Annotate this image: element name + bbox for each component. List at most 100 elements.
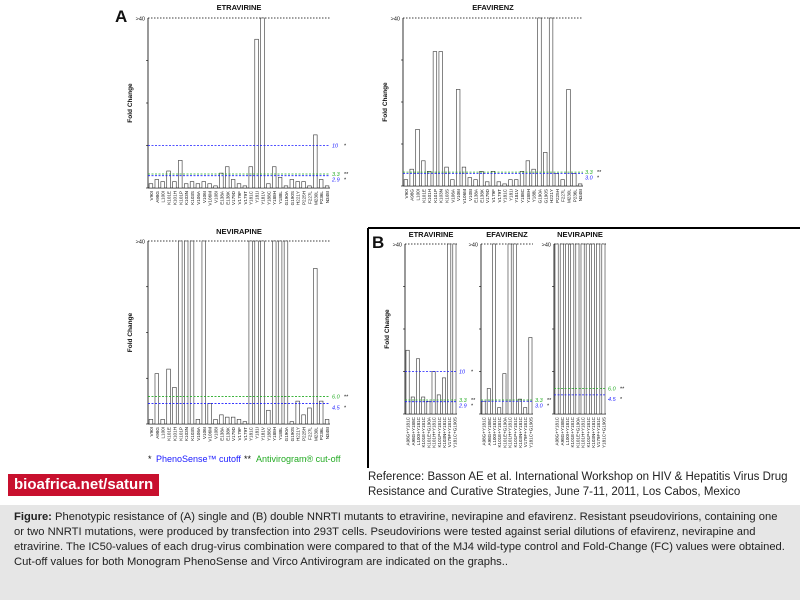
- chart-2-category-label: V90I: [404, 189, 409, 198]
- chart-4-category-label: L100I+Y181C: [416, 416, 421, 445]
- chart-6-category-label: Y181C+G190S: [601, 417, 606, 448]
- chart-4-bar: [410, 396, 415, 415]
- chart-2-bar: [403, 179, 409, 187]
- chart-3-ylabel: Fold Change: [127, 312, 134, 352]
- chart-2-category-label: E138K: [479, 188, 484, 203]
- panel-label-a: A: [115, 7, 127, 26]
- chart-2-bar: [560, 179, 565, 187]
- chart-1-bar: [154, 179, 159, 189]
- chart-3-category-label: E138K: [225, 426, 230, 441]
- chart-2-cutoff-label: 3.0: [585, 175, 594, 181]
- chart-4-bar: [405, 349, 410, 415]
- chart-6-category-label: A98G+Y181C: [555, 416, 560, 445]
- chart-5-bar: [492, 243, 496, 415]
- chart-3-bar: [272, 240, 277, 425]
- chart-1-cutoff-marker: **: [344, 172, 349, 178]
- chart-1-category-label: Y181C: [249, 190, 254, 205]
- chart-3-bar: [277, 240, 283, 425]
- chart-3-category-label: A98G: [155, 427, 160, 439]
- chart-4-bar: [447, 243, 452, 415]
- chart-3-bar: [295, 400, 300, 425]
- chart-4-bar: [442, 377, 446, 415]
- reference-text: Reference: Basson AE et al. Internationa…: [368, 471, 788, 498]
- chart-1-bar: [189, 181, 195, 189]
- chart-3-bar: [301, 414, 306, 425]
- chart-6-bar: [559, 243, 564, 415]
- chart-1-category-label: P225H: [302, 191, 307, 205]
- chart-1-category-label: Y188H: [272, 191, 277, 205]
- chart-3-bar: [219, 414, 224, 425]
- chart-4-category-label: A98G+Y181C: [406, 416, 411, 445]
- panel-label-b: B: [372, 233, 384, 252]
- chart-2-category-label: M230L: [566, 189, 571, 203]
- chart-3-bar: [324, 419, 330, 425]
- chart-1-category-label: Y188L: [278, 191, 283, 205]
- chart-2-category-label: K103N: [439, 189, 444, 203]
- chart-2-bar: [415, 129, 420, 187]
- chart-2-category-label: Y188H: [526, 189, 531, 203]
- chart-3-bar: [201, 240, 206, 425]
- chart-4-bar: [416, 358, 420, 415]
- chart-6-category-label: K101E+Y181C: [570, 416, 575, 447]
- phenosense-legend-label: PhenoSense™ cutoff: [156, 454, 241, 464]
- chart-4-category-label: Y181C+G190S: [452, 417, 457, 448]
- chart-2-category-label: H221Y: [549, 189, 554, 203]
- chart-6-title: NEVIRAPINE: [557, 230, 603, 239]
- chart-2-category-label: Y181C: [503, 188, 508, 203]
- chart-1-bar: [260, 17, 265, 189]
- chart-2-bar: [438, 51, 443, 187]
- chart-5-category-label: A98G+Y188C: [487, 416, 492, 445]
- chart-6-cutoff-marker: **: [620, 387, 625, 393]
- antivirogram-legend-label: Antivirogram® cut-off: [256, 454, 341, 464]
- chart-3-category-label: V179D: [231, 426, 236, 441]
- chart-1-category-label: Y188C: [266, 190, 271, 205]
- chart-1-bar: [319, 179, 324, 189]
- chart-2-bar: [461, 166, 467, 187]
- chart-3-bar: [283, 240, 289, 425]
- chart-1-bar: [184, 183, 189, 189]
- chart-3-bar: [184, 240, 189, 425]
- chart-3-bar: [260, 240, 265, 425]
- chart-3-category-label: K101E: [167, 427, 172, 441]
- chart-3-bar: [266, 409, 271, 425]
- chart-5-title: EFAVIRENZ: [486, 230, 528, 239]
- chart-2-category-label: E138A: [474, 188, 479, 203]
- chart-2-category-label: Y181I: [508, 189, 513, 201]
- chart-1-cutoff-label: 3.3: [332, 172, 341, 178]
- chart-4-cutoff-label: 2.9: [458, 404, 467, 410]
- chart-1-bar: [172, 181, 177, 189]
- chart-1-cutoff-marker: *: [344, 144, 347, 150]
- chart-5-bar: [512, 243, 517, 415]
- chart-3-category-label: E138A: [219, 426, 224, 441]
- chart-1-bar: [307, 185, 312, 189]
- chart-3-category-label: K101P: [178, 427, 183, 441]
- chart-1-bar: [219, 172, 224, 189]
- chart-2-cutoff-label: 3.3: [585, 170, 594, 176]
- chart-2-category-label: G190S: [543, 189, 548, 203]
- chart-2-category-label: K101E: [421, 189, 426, 203]
- chart-1-category-label: V106A: [196, 190, 201, 205]
- chart-6-bar: [585, 243, 590, 415]
- chart-3-bar: [178, 240, 183, 425]
- chart-5-bar: [528, 337, 533, 415]
- chart-6-category-label: L100I+Y181C: [565, 416, 570, 445]
- chart-1-category-label: V179T: [243, 191, 248, 205]
- chart-5-category-label: Y181C+G190S: [528, 417, 533, 448]
- chart-1-bar: [301, 181, 306, 189]
- chart-6-bar: [591, 243, 595, 415]
- chart-4-cutoff-label: 3.3: [459, 398, 468, 404]
- chart-5-category-label: K101H+Y181C: [508, 416, 513, 447]
- chart-2-bar: [519, 171, 525, 187]
- chart-1-y-tick-label: >40: [136, 17, 145, 23]
- chart-3-category-label: V106M: [208, 427, 213, 442]
- chart-1-category-label: L100I: [161, 191, 166, 203]
- chart-1-category-label: M230L: [313, 191, 318, 205]
- chart-3-bar: [154, 373, 159, 425]
- chart-2-category-label: P225H: [555, 189, 560, 203]
- chart-2-category-label: Y188C: [520, 188, 525, 203]
- chart-5-category-label: L100I+Y181C: [492, 416, 497, 445]
- chart-4-category-label: K101P+Y181C: [437, 416, 442, 447]
- chart-3-category-label: V108I: [214, 427, 219, 439]
- chart-6-bar: [601, 243, 606, 415]
- chart-2-cutoff-marker: **: [597, 170, 602, 176]
